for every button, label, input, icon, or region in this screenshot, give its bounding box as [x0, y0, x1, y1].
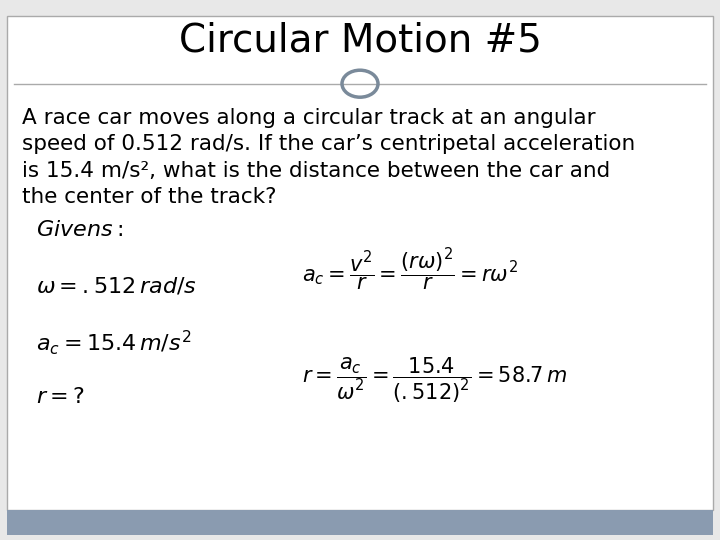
- FancyBboxPatch shape: [7, 510, 713, 535]
- Text: A race car moves along a circular track at an angular
speed of 0.512 rad/s. If t: A race car moves along a circular track …: [22, 108, 635, 207]
- Text: $r = ?$: $r = ?$: [36, 387, 85, 407]
- Text: $\mathit{Givens}:$: $\mathit{Givens}:$: [36, 219, 123, 240]
- Text: $a_c = 15.4\,m/s^2$: $a_c = 15.4\,m/s^2$: [36, 328, 192, 357]
- Text: Circular Motion #5: Circular Motion #5: [179, 22, 541, 59]
- Text: $a_c = \dfrac{v^2}{r} = \dfrac{(r\omega)^2}{r} = r\omega^2$: $a_c = \dfrac{v^2}{r} = \dfrac{(r\omega)…: [302, 247, 518, 293]
- Text: $\omega = .512\,rad/s$: $\omega = .512\,rad/s$: [36, 276, 197, 296]
- Text: $r = \dfrac{a_c}{\omega^2} = \dfrac{15.4}{(.512)^2} = 58.7\,m$: $r = \dfrac{a_c}{\omega^2} = \dfrac{15.4…: [302, 356, 567, 405]
- FancyBboxPatch shape: [7, 16, 713, 510]
